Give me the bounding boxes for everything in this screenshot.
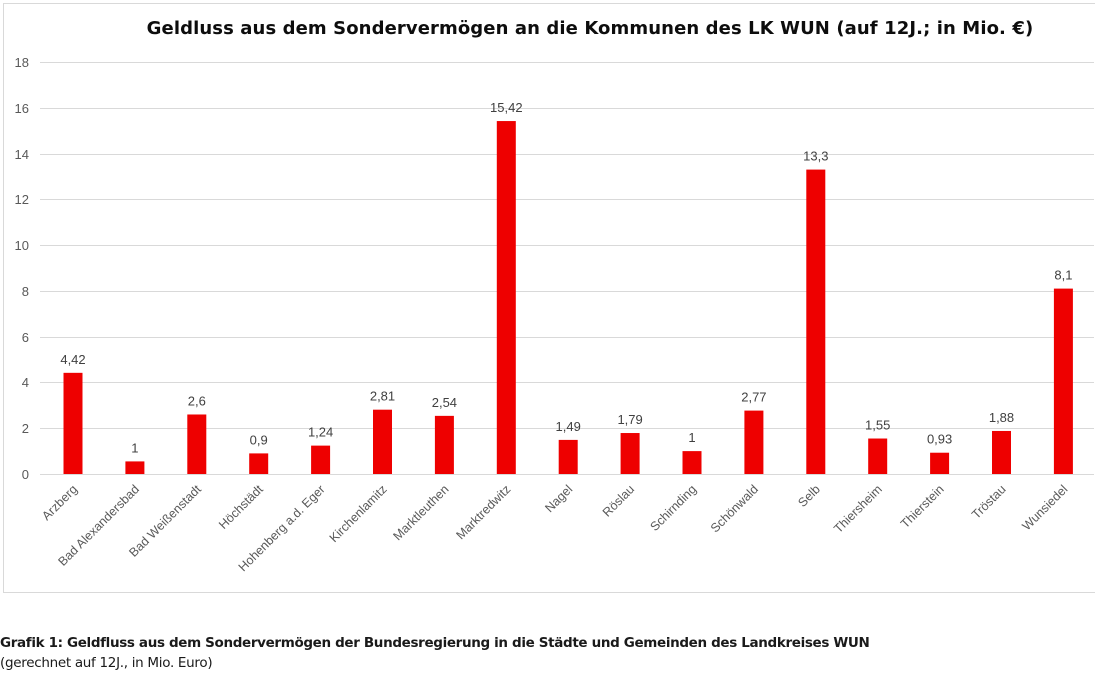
y-tick-label: 6 — [22, 330, 29, 345]
bar — [311, 445, 331, 474]
data-label: 0,93 — [927, 432, 952, 447]
y-tick-label: 16 — [15, 101, 29, 116]
caption-subtitle: (gerechnet auf 12J., in Mio. Euro) — [0, 655, 213, 671]
chart-title: Geldluss aus dem Sondervermögen an die K… — [146, 18, 1034, 39]
bar — [992, 430, 1011, 474]
x-tick-label: Selb — [795, 482, 823, 510]
y-tick-label: 18 — [15, 55, 29, 70]
y-tick-label: 12 — [15, 192, 29, 207]
data-label: 8,1 — [1054, 268, 1072, 283]
x-tick-label: Nagel — [542, 482, 575, 515]
bar — [249, 453, 269, 474]
data-label: 2,6 — [188, 393, 206, 408]
bar — [187, 414, 207, 474]
bar — [63, 372, 83, 474]
bar — [868, 438, 888, 474]
y-tick-label: 10 — [15, 238, 29, 253]
data-labels: 4,42 1 2,6 0,9 1,24 2,81 2,54 15,42 1,49 1,79 1 2,7… — [60, 100, 1072, 455]
x-tick-label: Höchstädt — [216, 482, 266, 532]
x-tick-label: Tröstau — [969, 482, 1009, 522]
caption-title: Grafik 1: Geldfluss aus dem Sondervermög… — [0, 635, 870, 651]
figure-caption: Grafik 1: Geldfluss aus dem Sondervermög… — [0, 633, 870, 673]
data-label: 1,24 — [308, 425, 333, 440]
data-label: 1,79 — [617, 412, 642, 427]
x-tick-label: Marktleuthen — [391, 482, 452, 543]
data-label: 2,54 — [432, 395, 457, 410]
bar — [930, 452, 950, 474]
x-tick-label: Wunsiedel — [1020, 482, 1071, 533]
data-label: 1,55 — [865, 418, 890, 433]
bar — [373, 409, 392, 474]
bar — [496, 121, 516, 474]
data-label: 15,42 — [490, 100, 523, 115]
data-label: 1 — [688, 430, 695, 445]
y-tick-label: 8 — [22, 284, 29, 299]
bar — [744, 410, 764, 474]
x-tick-label: Thierstein — [898, 482, 947, 531]
data-label: 1,49 — [556, 419, 581, 434]
bar — [125, 461, 145, 474]
y-axis-ticks: 0 2 4 6 8 10 12 14 16 18 — [15, 55, 29, 482]
bar — [806, 169, 826, 475]
gridlines — [40, 62, 1094, 475]
data-label: 13,3 — [803, 149, 828, 164]
bar — [434, 415, 454, 474]
data-label: 2,77 — [741, 390, 766, 405]
bar — [682, 451, 702, 474]
x-tick-label: Thiersheim — [831, 482, 885, 536]
data-label: 4,42 — [60, 352, 85, 367]
x-tick-label: Schirnding — [647, 482, 699, 534]
x-tick-label: Röslau — [600, 482, 637, 519]
bar — [558, 439, 578, 474]
bar-chart: 0 2 4 6 8 10 12 14 16 18 4,42 1 2,6 0,9 1,24 2,81 2,54 1… — [15, 55, 1094, 574]
x-tick-label: Marktredwitz — [453, 482, 513, 542]
bar — [1053, 288, 1073, 474]
bar — [620, 433, 640, 474]
data-label: 1,88 — [989, 410, 1014, 425]
bars — [63, 121, 1073, 475]
y-tick-label: 14 — [15, 147, 29, 162]
data-label: 2,81 — [370, 389, 395, 404]
y-tick-label: 4 — [22, 375, 29, 390]
chart-frame — [3, 3, 1095, 593]
y-tick-label: 2 — [22, 421, 29, 436]
x-tick-label: Schönwald — [708, 482, 761, 535]
data-label: 1 — [131, 440, 138, 455]
y-tick-label: 0 — [22, 467, 29, 482]
x-tick-label: Kirchenlamitz — [327, 482, 390, 545]
x-tick-label: Arzberg — [39, 482, 80, 523]
data-label: 0,9 — [250, 432, 268, 447]
